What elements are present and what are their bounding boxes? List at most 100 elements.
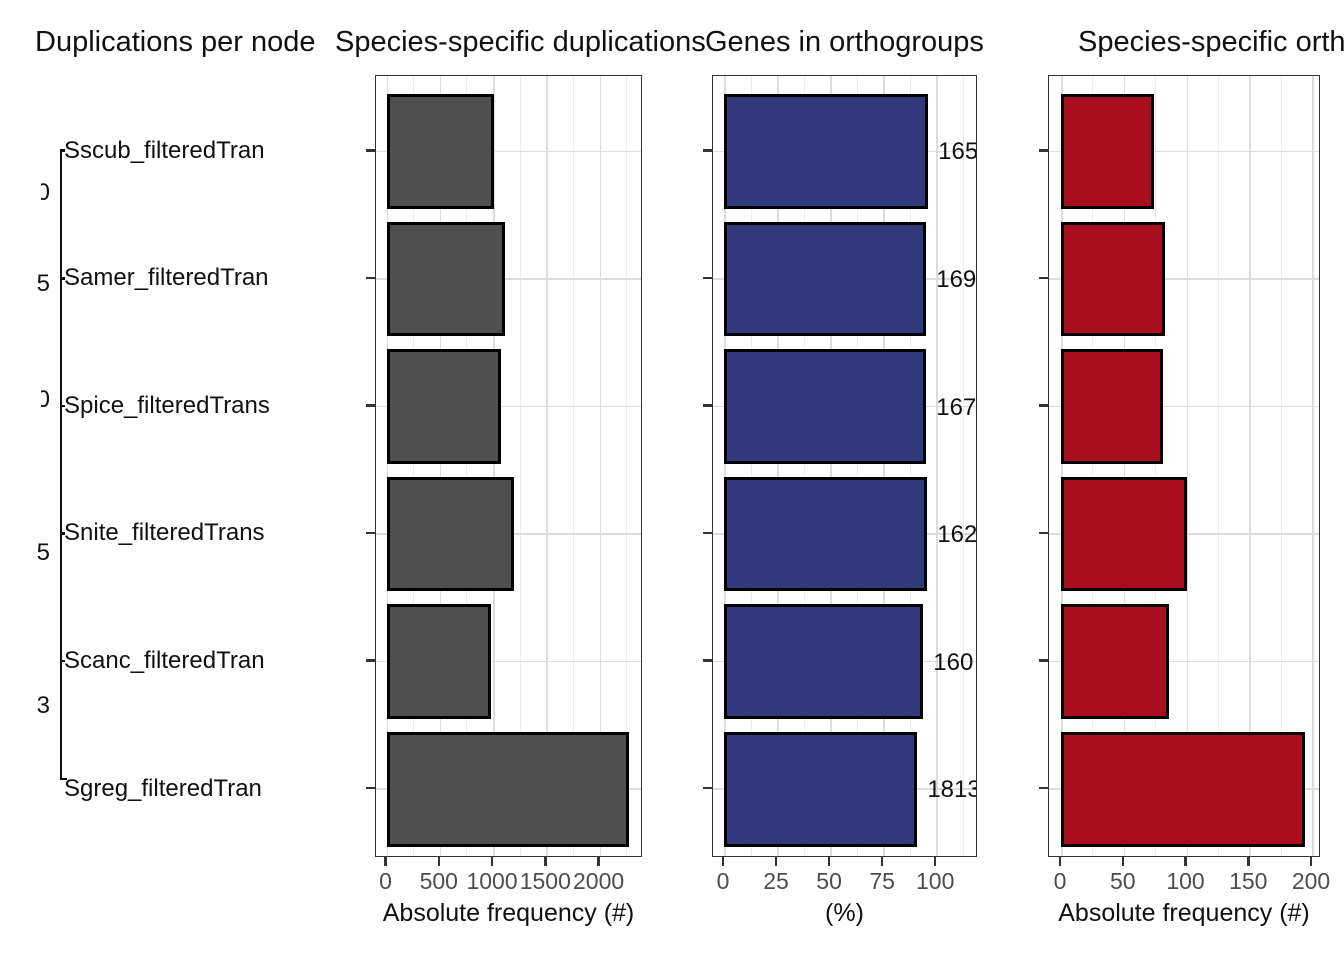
- grid-line-minor: [1217, 76, 1219, 856]
- tree-node-label: 3: [36, 692, 50, 719]
- x-axis-tick-label: 50: [816, 868, 842, 894]
- x-axis-tick: [437, 857, 441, 866]
- bar-value-label: 1813: [927, 776, 977, 804]
- bar-Snite_filteredTrans: [386, 476, 514, 592]
- y-axis-tick: [702, 276, 712, 280]
- x-axis-tick-label: 0: [1053, 868, 1067, 894]
- tree-node-label: 0: [36, 386, 50, 413]
- x-axis-tick-label: 2000: [573, 868, 625, 894]
- grid-line-horizontal: [376, 278, 641, 280]
- x-axis-tick: [544, 857, 547, 866]
- grid-line-minor: [856, 76, 858, 856]
- bar-Samer_filteredTran: [724, 221, 927, 337]
- grid-line-minor: [962, 76, 964, 856]
- grid-line-minor: [1280, 76, 1282, 856]
- bar-Sscub_filteredTran: [386, 94, 494, 209]
- grid-line-major: [830, 76, 832, 856]
- y-axis-tick: [702, 659, 712, 662]
- grid-line-major: [936, 76, 938, 856]
- x-axis-tick: [1184, 857, 1187, 866]
- y-axis-tick: [1038, 404, 1048, 407]
- y-axis-tick: [1038, 276, 1048, 280]
- bar-Samer_filteredTran: [386, 221, 505, 337]
- x-axis-tick: [1247, 857, 1250, 866]
- bar-Samer_filteredTran: [1061, 221, 1166, 337]
- bar-value-label: 167: [936, 393, 977, 421]
- tree-branch-stub: [59, 149, 65, 152]
- y-axis-tick: [365, 404, 375, 407]
- grid-line-minor: [519, 76, 521, 856]
- y-axis-tick: [365, 659, 375, 662]
- x-axis-tick-label: 100: [916, 868, 955, 894]
- x-axis-tick: [597, 857, 600, 866]
- y-axis-tick: [365, 531, 375, 535]
- x-axis-title: Absolute frequency (#): [1058, 899, 1310, 927]
- panel-species-specific-orthogroups: [1048, 75, 1320, 857]
- bar-Sgreg_filteredTran: [1061, 731, 1305, 847]
- tree-trunk-line: [59, 150, 62, 780]
- x-axis-tick-label: 200: [1291, 868, 1331, 894]
- grid-line-major: [777, 76, 779, 856]
- x-axis-tick: [774, 857, 778, 866]
- plot-title-genes-in-orthogroups: Genes in orthogroups: [705, 26, 984, 58]
- grid-line-minor: [572, 76, 574, 856]
- y-axis-tick: [1038, 149, 1048, 152]
- x-axis-tick: [721, 857, 725, 866]
- x-axis-tick-label: 150: [1229, 868, 1268, 894]
- grid-line-major: [883, 76, 885, 856]
- grid-line-major: [1186, 76, 1189, 856]
- x-axis-tick-label: 1500: [519, 868, 571, 894]
- grid-line-major: [546, 76, 548, 856]
- tree-node-label: 5: [36, 270, 50, 297]
- bar-value-label: 160: [933, 648, 974, 676]
- plot-title-duplications-per-node: Duplications per node: [35, 26, 316, 58]
- grid-line-horizontal: [1049, 278, 1319, 280]
- bar-Scanc_filteredTran: [1061, 604, 1169, 719]
- x-axis-tick-label: 25: [763, 868, 789, 894]
- tree-tip-label: Spice_filteredTrans: [64, 392, 270, 419]
- grid-line-horizontal: [376, 660, 641, 663]
- x-axis-tick-label: 75: [869, 868, 895, 894]
- bar-Sgreg_filteredTran: [724, 731, 918, 847]
- grid-line-major: [1312, 76, 1314, 856]
- bar-Sgreg_filteredTran: [386, 731, 629, 847]
- grid-line-major: [1123, 76, 1126, 856]
- tree-node-label: 5: [36, 539, 50, 566]
- x-axis-title: Absolute frequency (#): [382, 899, 635, 927]
- tree-branch-stub: [59, 404, 65, 407]
- x-axis-tick-label: 1000: [466, 868, 518, 894]
- x-axis-tick: [933, 857, 937, 866]
- tree-tip-label: Samer_filteredTran: [64, 264, 269, 291]
- y-axis-tick: [365, 149, 375, 152]
- bar-Snite_filteredTrans: [724, 476, 928, 592]
- grid-line-horizontal: [376, 405, 641, 408]
- y-axis-tick: [702, 404, 712, 407]
- grid-line-major: [1061, 76, 1063, 856]
- tree-branch-stub: [59, 532, 65, 535]
- y-axis-tick: [1038, 786, 1048, 790]
- grid-line-horizontal: [1049, 660, 1319, 663]
- x-axis-tick-label: 100: [1166, 868, 1205, 894]
- tree-tip-label: Sscub_filteredTran: [64, 137, 265, 164]
- panel-genes-in-orthogroups: 165 169 167 162 160 1813: [712, 75, 977, 857]
- x-axis-tick: [827, 857, 831, 866]
- grid-line-major: [386, 76, 388, 856]
- x-axis-tick: [1309, 857, 1313, 866]
- grid-line-minor: [1155, 76, 1157, 856]
- tree-tip-label: Snite_filteredTrans: [64, 519, 265, 546]
- tree-branch-elbow: [59, 777, 67, 780]
- grid-line-horizontal: [376, 150, 641, 153]
- y-axis-tick: [365, 276, 375, 280]
- grid-line-major: [1249, 76, 1251, 856]
- grid-line-minor: [909, 76, 911, 856]
- x-axis-tick: [384, 857, 387, 866]
- grid-line-horizontal: [1049, 150, 1319, 153]
- y-axis-tick: [702, 149, 712, 152]
- bar-Spice_filteredTrans: [386, 349, 501, 464]
- panel-species-specific-duplications: [375, 75, 642, 857]
- bar-Sscub_filteredTran: [1061, 94, 1154, 209]
- x-axis-tick-label: 50: [1109, 868, 1136, 894]
- y-axis-tick: [1038, 531, 1048, 535]
- bar-Spice_filteredTrans: [724, 349, 927, 464]
